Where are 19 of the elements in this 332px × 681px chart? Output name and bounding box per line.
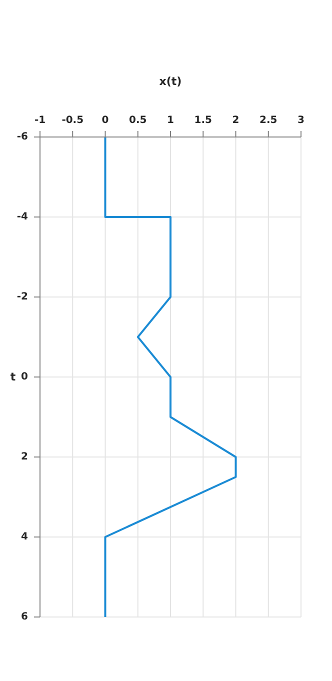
x-tick-label: -0.5	[62, 115, 84, 126]
y-tick-label: -4	[16, 212, 28, 222]
x-tick-label: -1	[34, 115, 46, 126]
x-tick-label: 0	[102, 115, 109, 126]
x-tick-label: 2	[232, 115, 240, 126]
x-tick-label: 3	[298, 115, 305, 126]
x-tick-label: 1.5	[194, 115, 212, 126]
y-axis-title: t	[10, 370, 16, 384]
y-tick-label: 0	[21, 372, 28, 382]
y-tick-label: -6	[16, 132, 28, 142]
line-series	[104, 137, 237, 617]
x-tick-label: 2.5	[260, 115, 278, 126]
x-tick-label: 0.5	[129, 115, 147, 126]
y-tick-label: 4	[21, 532, 28, 542]
x-tick-label: 1	[167, 115, 174, 126]
y-tick-label: 6	[21, 612, 28, 622]
x-axis-title: x(t)	[159, 75, 182, 88]
y-tick-label: 2	[21, 452, 28, 462]
y-tick-label: -2	[16, 292, 28, 302]
